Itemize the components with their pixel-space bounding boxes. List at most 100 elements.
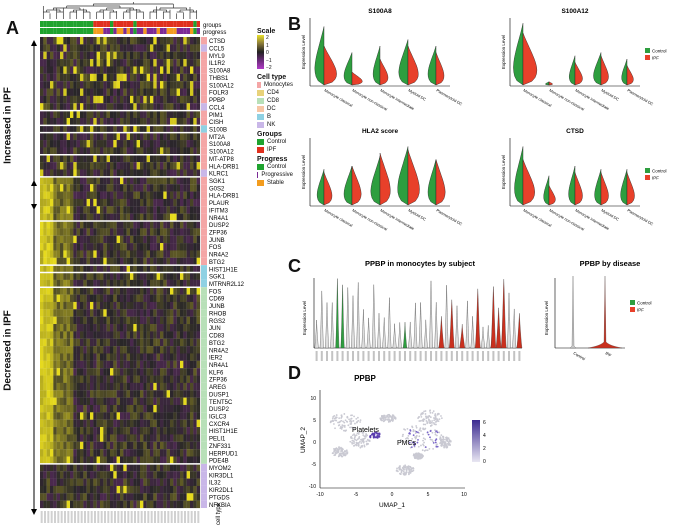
heatmap-cell: [130, 316, 134, 325]
heatmap-cell: [80, 272, 84, 280]
umap-point: [345, 451, 347, 453]
heatmap-cell: [176, 265, 181, 273]
gene-label: KIR2DL1: [209, 488, 234, 494]
heatmap-cell: [190, 427, 194, 435]
heatmap-cell: [160, 191, 164, 200]
gene-label: FOLR3: [209, 91, 229, 97]
heatmap-cell: [80, 294, 84, 303]
heatmap-cell: [80, 125, 84, 133]
heatmap-cell: [56, 66, 61, 74]
umap-point: [354, 422, 356, 425]
heatmap-cell: [53, 206, 57, 214]
y-tick-label: 5: [313, 418, 316, 424]
legend-swatch: [257, 122, 264, 128]
heatmap-cell: [106, 382, 111, 391]
legend-swatch: [257, 106, 264, 112]
heatmap-cell: [113, 37, 117, 45]
heatmap-cell: [50, 198, 54, 207]
heatmap-cell: [123, 493, 127, 501]
celltype-legend-item: B: [257, 113, 293, 121]
heatmap-cell: [196, 206, 201, 214]
heatmap-cell: [136, 44, 141, 52]
heatmap-cell: [126, 382, 131, 391]
heatmap-cell: [153, 103, 157, 111]
heatmap-cell: [63, 220, 67, 229]
heatmap-cell: [76, 154, 81, 163]
heatmap-cell: [166, 257, 171, 266]
progress-cell: [196, 28, 200, 34]
heatmap-cell: [43, 449, 47, 457]
heatmap-cell: [166, 346, 171, 354]
heatmap-cell: [160, 456, 164, 464]
heatmap-cell: [120, 316, 124, 325]
heatmap-cell: [146, 154, 151, 163]
heatmap-cell: [186, 206, 191, 214]
umap-point: [413, 453, 415, 456]
heatmap-cell: [123, 88, 127, 96]
heatmap-cell: [173, 220, 177, 229]
umap-point: [418, 420, 421, 422]
gene-label: HIST1H1E: [209, 429, 238, 435]
heatmap-cell: [170, 235, 174, 244]
heatmap-cell: [146, 397, 151, 406]
umap-point: [406, 436, 409, 439]
heatmap-cell: [126, 478, 131, 487]
umap-point: [432, 421, 435, 424]
heatmap-cell: [126, 279, 131, 288]
heatmap-cell: [46, 73, 51, 82]
legend-swatch: [645, 168, 650, 173]
heatmap-cell: [106, 485, 111, 494]
heatmap-cell: [100, 132, 104, 141]
heatmap-cell: [70, 397, 74, 406]
heatmap-cell: [50, 441, 54, 450]
subject-label: [404, 351, 406, 361]
column-label: [167, 511, 170, 523]
heatmap-cell: [126, 51, 131, 60]
heatmap-cell: [70, 184, 74, 192]
heatmap-cell: [130, 147, 134, 155]
heatmap-cell: [76, 279, 81, 288]
heatmap-cell: [143, 125, 147, 133]
heatmap-cell: [113, 397, 117, 406]
heatmap-cell: [166, 412, 171, 420]
heatmap-cell: [140, 206, 144, 214]
heatmap-cell: [80, 427, 84, 435]
heatmap-cell: [186, 198, 191, 207]
heatmap-cell: [163, 463, 167, 472]
gene-celltype-swatch: [201, 427, 207, 435]
heatmap-cell: [143, 66, 147, 74]
heatmap-cell: [133, 294, 137, 303]
heatmap-cell: [156, 427, 161, 435]
heatmap-cell: [133, 309, 137, 317]
heatmap-cell: [50, 368, 54, 376]
heatmap-cell: [106, 412, 111, 420]
umap-point: [436, 418, 439, 421]
heatmap-cell: [100, 44, 104, 52]
heatmap-cell: [66, 213, 71, 222]
umap-point: [342, 451, 345, 454]
heatmap-cell: [180, 331, 184, 339]
heatmap-cell: [160, 59, 164, 67]
heatmap-cell: [173, 191, 177, 200]
heatmap-cell: [43, 213, 47, 222]
heatmap-cell: [150, 103, 154, 111]
heatmap-cell: [90, 360, 94, 369]
umap-point: [392, 414, 395, 417]
y-axis-label: Expression Level: [501, 35, 506, 69]
umap-point: [449, 440, 452, 443]
column-label: [117, 511, 120, 523]
heatmap-cell: [56, 44, 61, 52]
heatmap-cell: [120, 88, 124, 96]
heatmap-cell: [66, 169, 71, 177]
umap-point: [415, 452, 417, 455]
heatmap-cell: [170, 294, 174, 303]
heatmap-cell: [120, 500, 124, 509]
heatmap-cell: [180, 184, 184, 192]
heatmap-cell: [130, 360, 134, 369]
umap-point: [404, 441, 406, 443]
heatmap-cell: [56, 51, 61, 60]
umap-point: [408, 468, 411, 470]
umap-point: [443, 445, 446, 448]
umap-point: [334, 447, 337, 450]
heatmap-cell: [143, 213, 147, 222]
